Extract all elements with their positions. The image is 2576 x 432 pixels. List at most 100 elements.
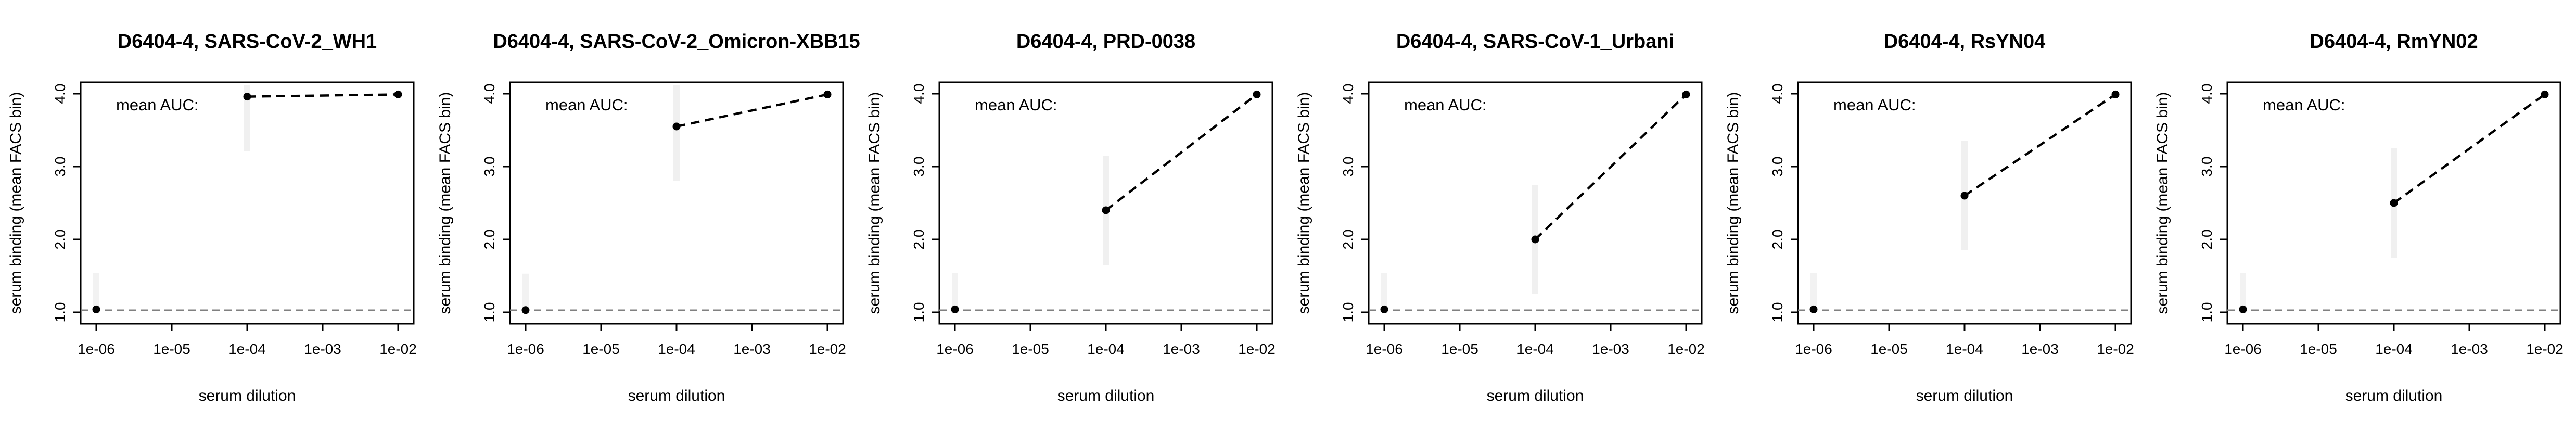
data-point xyxy=(2111,90,2120,98)
chart-title: D6404-4, SARS-CoV-1_Urbani xyxy=(1396,31,1674,53)
data-point xyxy=(92,305,100,313)
y-tick-label: 2.0 xyxy=(2199,230,2215,250)
y-tick-label: 3.0 xyxy=(2199,157,2215,177)
data-point xyxy=(1102,206,1110,214)
x-tick-label: 1e-06 xyxy=(1366,341,1403,357)
data-point xyxy=(521,306,530,314)
y-tick-label: 2.0 xyxy=(52,230,68,250)
dashed-line xyxy=(2393,93,2546,204)
y-axis-label: serum binding (mean FACS bin) xyxy=(7,92,24,314)
data-point xyxy=(1253,90,1261,98)
y-tick-label: 2.0 xyxy=(911,230,927,250)
x-tick-label: 1e-05 xyxy=(1012,341,1049,357)
density-smear xyxy=(93,273,99,313)
y-tick-label: 2.0 xyxy=(1769,230,1786,250)
x-tick-label: 1e-04 xyxy=(1516,341,1554,357)
y-axis-label: serum binding (mean FACS bin) xyxy=(2154,92,2171,314)
x-tick-label: 1e-03 xyxy=(1592,341,1629,357)
chart-panel: D6404-4, PRD-0038 mean AUC: 1e-06 1e-05 1e-0… xyxy=(866,31,1276,404)
y-tick-label: 1.0 xyxy=(1340,302,1356,323)
mean-auc-label: mean AUC: xyxy=(1404,96,1487,114)
x-tick-label: 1e-04 xyxy=(658,341,695,357)
x-tick-label: 1e-02 xyxy=(379,341,417,357)
data-point xyxy=(672,122,681,131)
data-point xyxy=(1380,305,1388,313)
x-tick-label: 1e-03 xyxy=(2451,341,2488,357)
y-tick-label: 4.0 xyxy=(911,84,927,104)
chart-title: D6404-4, PRD-0038 xyxy=(1016,31,1195,53)
y-axis-label: serum binding (mean FACS bin) xyxy=(866,92,883,314)
density-smear xyxy=(952,273,958,313)
dashed-line xyxy=(676,93,828,128)
dashed-line xyxy=(1105,93,1258,211)
dashed-line xyxy=(1963,93,2116,197)
y-tick-label: 1.0 xyxy=(481,302,498,323)
x-axis-label: serum dilution xyxy=(1057,387,1155,404)
chart-title: D6404-4, RmYN02 xyxy=(2310,31,2478,53)
x-tick-label: 1e-02 xyxy=(1667,341,1705,357)
x-tick-label: 1e-05 xyxy=(2300,341,2337,357)
chart-panel: D6404-4, RmYN02 mean AUC: 1e-06 1e-05 1e-04 1… xyxy=(2154,31,2564,404)
density-smear xyxy=(1810,273,1817,313)
data-point xyxy=(1809,305,1818,313)
x-tick-label: 1e-05 xyxy=(153,341,190,357)
data-point xyxy=(1682,90,1690,98)
y-tick-label: 3.0 xyxy=(1340,157,1356,177)
x-tick-label: 1e-04 xyxy=(228,341,266,357)
dashed-line xyxy=(1534,93,1687,240)
x-axis-label: serum dilution xyxy=(199,387,296,404)
x-tick-label: 1e-03 xyxy=(733,341,771,357)
mean-auc-label: mean AUC: xyxy=(116,96,199,114)
x-tick-label: 1e-05 xyxy=(582,341,620,357)
x-tick-label: 1e-05 xyxy=(1870,341,1908,357)
x-tick-label: 1e-04 xyxy=(2375,341,2413,357)
x-tick-label: 1e-04 xyxy=(1087,341,1125,357)
data-point xyxy=(2239,305,2247,313)
x-tick-label: 1e-04 xyxy=(1946,341,1983,357)
data-point xyxy=(823,90,832,98)
data-point xyxy=(951,305,959,313)
x-tick-label: 1e-03 xyxy=(2021,341,2059,357)
x-tick-label: 1e-02 xyxy=(2097,341,2134,357)
x-tick-label: 1e-06 xyxy=(936,341,974,357)
y-tick-label: 4.0 xyxy=(481,84,498,104)
x-tick-label: 1e-02 xyxy=(1238,341,1276,357)
y-axis-label: serum binding (mean FACS bin) xyxy=(1295,92,1312,314)
density-smear xyxy=(1381,273,1387,313)
data-point xyxy=(2390,199,2398,207)
x-tick-label: 1e-06 xyxy=(1795,341,1832,357)
x-tick-label: 1e-02 xyxy=(2526,341,2564,357)
x-tick-label: 1e-03 xyxy=(1163,341,1200,357)
x-axis-label: serum dilution xyxy=(1487,387,1584,404)
y-tick-label: 4.0 xyxy=(52,84,68,104)
mean-auc-label: mean AUC: xyxy=(1833,96,1916,114)
x-tick-label: 1e-03 xyxy=(304,341,341,357)
mean-auc-label: mean AUC: xyxy=(975,96,1057,114)
mean-auc-label: mean AUC: xyxy=(545,96,628,114)
y-tick-label: 1.0 xyxy=(52,302,68,323)
x-tick-label: 1e-06 xyxy=(507,341,544,357)
density-smear xyxy=(673,85,680,181)
y-tick-label: 2.0 xyxy=(1340,230,1356,250)
chart-title: D6404-4, SARS-CoV-2_Omicron-XBB15 xyxy=(493,31,860,53)
x-tick-label: 1e-02 xyxy=(809,341,846,357)
data-point xyxy=(1531,235,1539,244)
y-axis-label: serum binding (mean FACS bin) xyxy=(1725,92,1742,314)
x-axis-label: serum dilution xyxy=(2345,387,2443,404)
data-point xyxy=(394,90,402,98)
y-tick-label: 1.0 xyxy=(1769,302,1786,323)
data-point xyxy=(243,93,251,101)
x-axis-label: serum dilution xyxy=(1916,387,2013,404)
y-tick-label: 4.0 xyxy=(1769,84,1786,104)
y-tick-label: 1.0 xyxy=(2199,302,2215,323)
x-tick-label: 1e-06 xyxy=(78,341,115,357)
data-point xyxy=(1960,192,1969,200)
density-smear xyxy=(244,85,250,151)
y-tick-label: 4.0 xyxy=(1340,84,1356,104)
y-tick-label: 3.0 xyxy=(1769,157,1786,177)
